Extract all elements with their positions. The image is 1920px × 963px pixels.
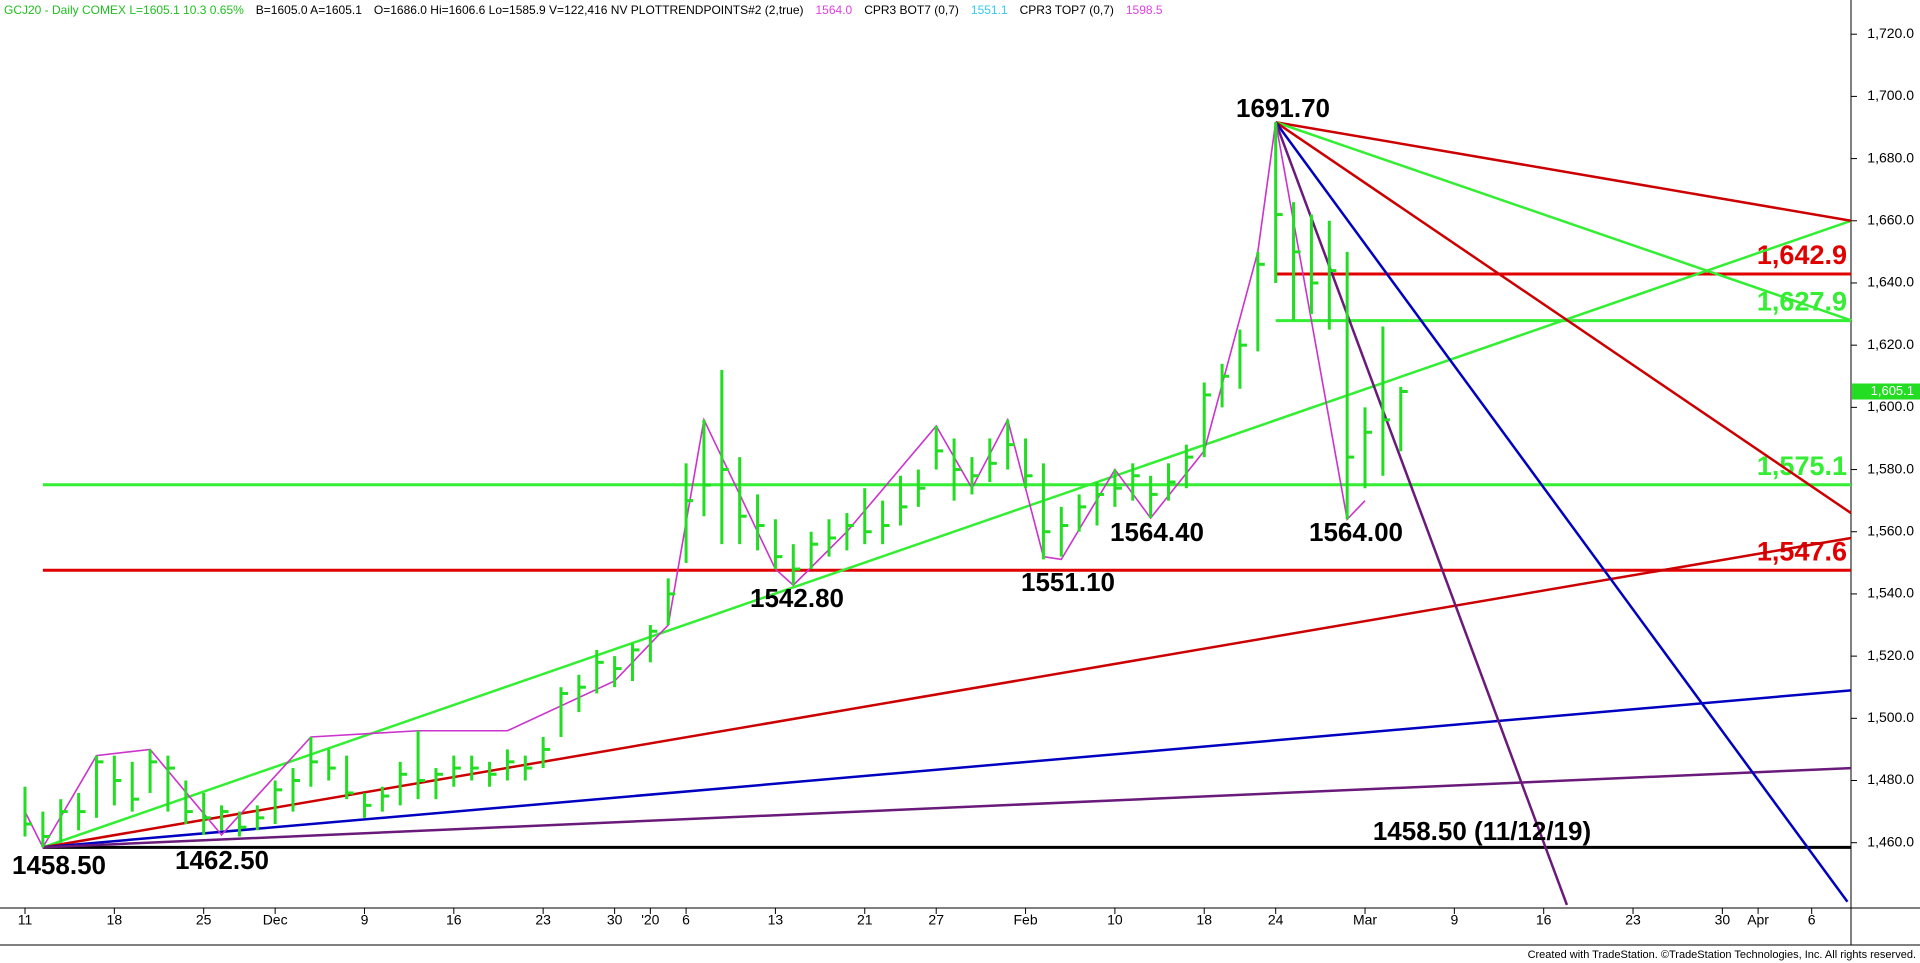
header-text: 1598.5 xyxy=(1126,3,1163,17)
last-price-label: 1,605.1 xyxy=(1871,383,1914,398)
pivot-annotation: 1564.00 xyxy=(1309,517,1403,547)
swing-line xyxy=(24,122,1366,850)
y-tick-label: 1,640.0 xyxy=(1867,274,1914,290)
x-tick-label: Dec xyxy=(263,912,288,928)
header-text: 1564.0 xyxy=(816,3,853,17)
x-tick-label: 18 xyxy=(1196,912,1212,928)
pivot-annotation: 1462.50 xyxy=(175,845,269,875)
x-tick-label: 6 xyxy=(1808,912,1816,928)
y-tick-label: 1,580.0 xyxy=(1867,460,1914,476)
header-text: 1551.1 xyxy=(971,3,1008,17)
footer: Created with TradeStation. ©TradeStation… xyxy=(1528,949,1916,961)
x-tick-label: 9 xyxy=(1450,912,1458,928)
trendline xyxy=(1275,120,1852,223)
pivot-annotation: 1458.50 (11/12/19) xyxy=(1373,816,1591,846)
x-tick-label: 30 xyxy=(1715,912,1731,928)
pivot-annotation: 1564.40 xyxy=(1110,517,1204,547)
y-tick-label: 1,520.0 xyxy=(1867,647,1914,663)
pivot-annotation: 1691.70 xyxy=(1236,93,1330,123)
header-text: CPR3 TOP7 (0,7) xyxy=(1020,3,1114,17)
x-tick-label: '20 xyxy=(641,912,659,928)
trendline xyxy=(1274,121,1852,515)
x-tick-label: Mar xyxy=(1353,912,1377,928)
y-tick-label: 1,600.0 xyxy=(1867,398,1914,414)
level-label: 1,627.9 xyxy=(1757,287,1847,317)
trendline xyxy=(42,689,1852,849)
trendline xyxy=(42,536,1852,849)
x-tick-label: 21 xyxy=(857,912,873,928)
x-tick-label: 9 xyxy=(361,912,369,928)
x-tick-label: 16 xyxy=(446,912,462,928)
y-tick-label: 1,500.0 xyxy=(1867,709,1914,725)
x-tick-label: 23 xyxy=(1625,912,1641,928)
trendline xyxy=(42,766,1852,849)
x-tick-label: 24 xyxy=(1268,912,1284,928)
x-tick-label: 27 xyxy=(928,912,944,928)
y-tick-label: 1,620.0 xyxy=(1867,336,1914,352)
last-price-box xyxy=(1852,383,1920,400)
y-tick-label: 1,460.0 xyxy=(1867,833,1914,849)
x-tick-label: Apr xyxy=(1747,912,1769,928)
y-tick-label: 1,540.0 xyxy=(1867,585,1914,601)
x-tick-label: 11 xyxy=(18,912,33,928)
header-text: O=1686.0 Hi=1606.6 Lo=1585.9 V=122,416 N… xyxy=(374,3,804,17)
x-tick-label: 30 xyxy=(607,912,623,928)
x-tick-label: 23 xyxy=(535,912,551,928)
header-text: CPR3 BOT7 (0,7) xyxy=(864,3,959,17)
y-tick-label: 1,660.0 xyxy=(1867,211,1914,227)
pivot-annotation: 1551.10 xyxy=(1021,567,1115,597)
trendline xyxy=(1275,121,1852,322)
x-tick-label: 25 xyxy=(196,912,212,928)
x-tick-label: 13 xyxy=(768,912,784,928)
y-tick-label: 1,560.0 xyxy=(1867,522,1914,538)
y-tick-label: 1,720.0 xyxy=(1867,25,1914,41)
level-label: 1,575.1 xyxy=(1757,451,1847,481)
trendline xyxy=(1274,121,1569,906)
trendline xyxy=(42,219,1852,849)
header-text: B=1605.0 A=1605.1 xyxy=(256,3,362,17)
x-tick-label: 6 xyxy=(682,912,690,928)
level-label: 1,642.9 xyxy=(1757,240,1847,270)
y-tick-label: 1,700.0 xyxy=(1867,87,1914,103)
pivot-annotation: 1542.80 xyxy=(750,583,844,613)
x-tick-label: 18 xyxy=(107,912,123,928)
trendline xyxy=(1274,121,1849,903)
header-text: GCJ20 - Daily COMEX L=1605.1 10.3 0.65% xyxy=(4,3,244,17)
y-tick-label: 1,480.0 xyxy=(1867,771,1914,787)
x-tick-label: 16 xyxy=(1536,912,1552,928)
x-tick-label: 10 xyxy=(1107,912,1123,928)
y-tick-label: 1,680.0 xyxy=(1867,149,1914,165)
x-tick-label: Feb xyxy=(1013,912,1037,928)
pivot-annotation: 1458.50 xyxy=(12,850,106,880)
